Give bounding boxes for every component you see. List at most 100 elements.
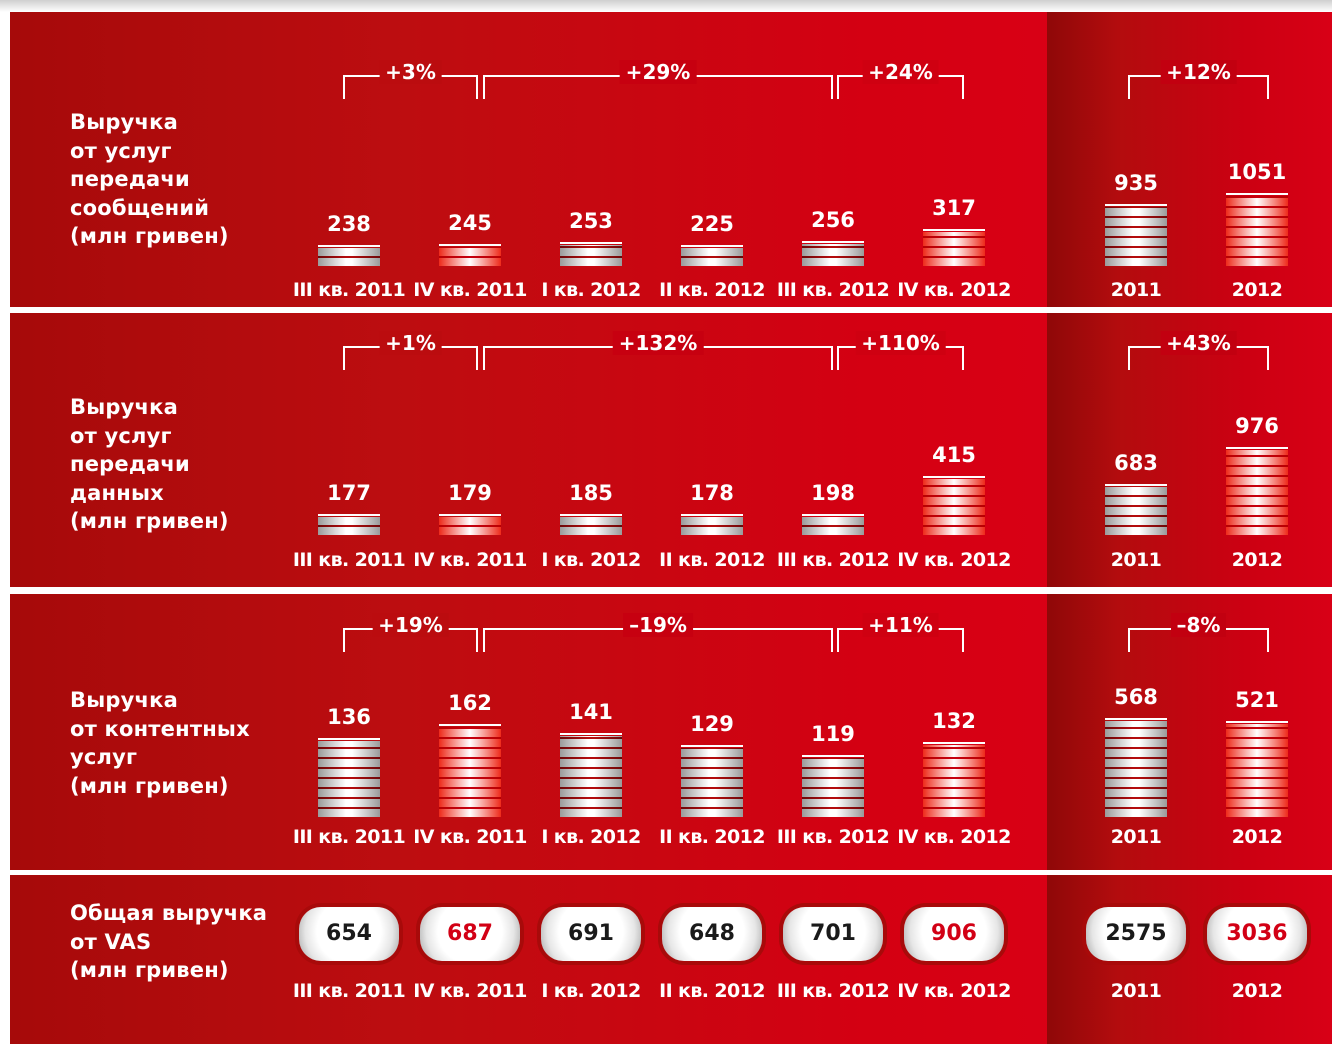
- quarter-bar: [560, 242, 622, 266]
- total-value-pill: 654: [299, 907, 399, 961]
- annual-bar-value-label: 568: [1114, 685, 1158, 709]
- top-shadow-line: [0, 0, 1332, 12]
- category-label: IV кв. 2011: [413, 279, 527, 301]
- category-label: II кв. 2012: [659, 549, 765, 571]
- quarter-bar: [923, 742, 985, 817]
- annual-bar-value-label: 683: [1114, 451, 1158, 475]
- change-bracket: +19%: [343, 613, 478, 652]
- annual-change-percent-label: +43%: [1160, 331, 1237, 355]
- bar-cap: [1105, 718, 1167, 720]
- annual-change-bracket: +43%: [1128, 331, 1269, 370]
- category-label: I кв. 2012: [541, 279, 641, 301]
- bar-value-label: 238: [327, 212, 371, 236]
- quarter-bar: [681, 514, 743, 535]
- annual-total-value-pill: 2575: [1086, 907, 1186, 961]
- quarter-bar: [560, 733, 622, 817]
- bar-cap: [802, 755, 864, 757]
- category-label: IV кв. 2011: [413, 826, 527, 848]
- change-bracket: +11%: [837, 613, 964, 652]
- annual-category-label: 2012: [1231, 549, 1283, 571]
- bar-cap: [560, 733, 622, 735]
- bar-cap: [681, 245, 743, 247]
- bar-value-label: 253: [569, 209, 613, 233]
- quarter-bar: [802, 755, 864, 817]
- bar-value-label: 198: [811, 481, 855, 505]
- category-label: II кв. 2012: [659, 279, 765, 301]
- category-label: III кв. 2012: [776, 980, 890, 1002]
- bar-value-label: 132: [932, 709, 976, 733]
- bar-cap: [923, 476, 985, 478]
- category-label: IV кв. 2012: [897, 279, 1011, 301]
- change-percent-label: +11%: [862, 613, 939, 637]
- bar-value-label: 119: [811, 722, 855, 746]
- chart-panel-1: Выручка от услуг передачи сообщений (млн…: [10, 12, 1332, 307]
- change-percent-label: +29%: [619, 60, 697, 84]
- annual-total-value-pill: 3036: [1207, 907, 1307, 961]
- total-value-pill: 906: [904, 907, 1004, 961]
- bar-value-label: 245: [448, 211, 492, 235]
- row-title: Выручка от услуг передачи данных (млн гр…: [70, 395, 229, 533]
- chart-panel-4: Общая выручка от VAS (млн гривен) III кв.…: [10, 875, 1332, 1044]
- change-bracket: +29%: [483, 60, 833, 99]
- quarter-bar: [923, 476, 985, 535]
- change-percent-label: +110%: [855, 331, 946, 355]
- bar-value-label: 178: [690, 481, 734, 505]
- bar-cap: [923, 229, 985, 231]
- quarter-bar: [681, 245, 743, 266]
- category-label: IV кв. 2012: [897, 980, 1011, 1002]
- change-percent-label: +1%: [379, 331, 442, 355]
- category-label: I кв. 2012: [541, 549, 641, 571]
- change-percent-label: +132%: [612, 331, 704, 355]
- bar-cap: [1226, 721, 1288, 723]
- annual-category-label: 2012: [1231, 279, 1283, 301]
- change-bracket: +1%: [343, 331, 478, 370]
- quarter-bar: [560, 514, 622, 535]
- quarter-bar: [318, 514, 380, 535]
- bar-cap: [1105, 204, 1167, 206]
- category-label: IV кв. 2012: [897, 549, 1011, 571]
- bar-cap: [560, 514, 622, 516]
- bar-cap: [1226, 447, 1288, 449]
- change-bracket: +132%: [483, 331, 833, 370]
- change-percent-label: +24%: [862, 60, 939, 84]
- annual-bar-value-label: 521: [1235, 688, 1279, 712]
- row-title: Выручка от услуг передачи сообщений (млн…: [70, 110, 229, 248]
- category-label: I кв. 2012: [541, 826, 641, 848]
- category-label: III кв. 2012: [776, 549, 890, 571]
- change-bracket: –19%: [483, 613, 833, 652]
- bar-cap: [681, 514, 743, 516]
- bar-cap: [923, 742, 985, 744]
- bar-cap: [318, 738, 380, 740]
- annual-change-percent-label: +12%: [1160, 60, 1237, 84]
- category-label: III кв. 2012: [776, 279, 890, 301]
- bar-cap: [802, 241, 864, 243]
- bar-cap: [439, 244, 501, 246]
- bar-value-label: 256: [811, 208, 855, 232]
- annual-change-bracket: +12%: [1128, 60, 1269, 99]
- quarter-bar: [681, 745, 743, 817]
- annual-bar-value-label: 935: [1114, 171, 1158, 195]
- category-label: III кв. 2011: [292, 826, 406, 848]
- bar-cap: [1226, 193, 1288, 195]
- annual-category-label: 2012: [1231, 980, 1283, 1002]
- change-percent-label: +19%: [372, 613, 449, 637]
- change-bracket: +3%: [343, 60, 478, 99]
- annual-category-label: 2011: [1110, 549, 1162, 571]
- bar-cap: [439, 724, 501, 726]
- bar-value-label: 185: [569, 481, 613, 505]
- change-percent-label: +3%: [379, 60, 442, 84]
- row-title: Выручка от контентных услуг (млн гривен): [70, 688, 250, 798]
- total-value-pill: 687: [420, 907, 520, 961]
- annual-bar-value-label: 1051: [1227, 160, 1287, 184]
- bar-cap: [318, 245, 380, 247]
- chart-panel-2: Выручка от услуг передачи данных (млн гр…: [10, 313, 1332, 587]
- quarter-bar: [439, 724, 501, 817]
- category-label: III кв. 2012: [776, 826, 890, 848]
- quarter-bar: [802, 241, 864, 266]
- chart-panel-3: Выручка от контентных услуг (млн гривен)…: [10, 594, 1332, 870]
- quarter-bar: [802, 514, 864, 535]
- annual-bar: [1226, 721, 1288, 817]
- bar-value-label: 141: [569, 700, 613, 724]
- category-label: III кв. 2011: [292, 549, 406, 571]
